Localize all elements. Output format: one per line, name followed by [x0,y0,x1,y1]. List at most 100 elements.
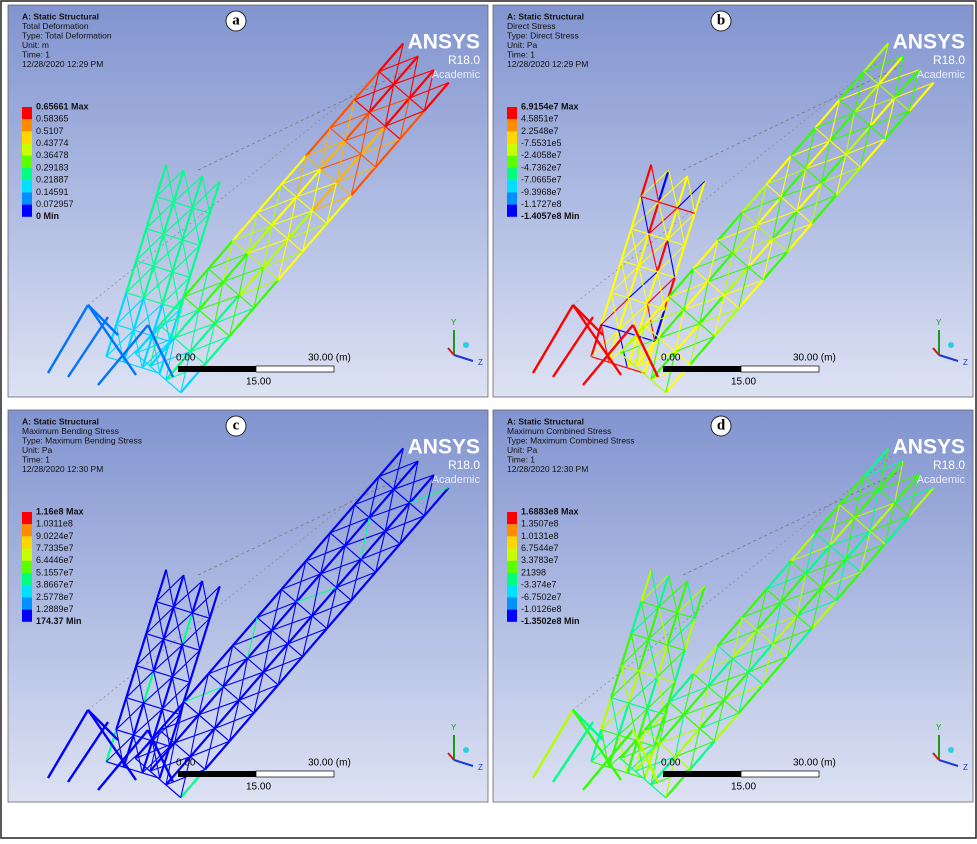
legend-swatch [507,107,517,119]
header-line: A: Static Structural [507,416,584,426]
scale-middle: 15.00 [246,782,271,793]
header-line: Type: Direct Stress [507,30,579,40]
header-line: Time: 1 [22,49,50,59]
panel-letter: a [232,12,240,28]
legend-swatch [22,610,32,622]
scale-right: 30.00 (m) [793,758,836,769]
legend-label: 0.5107 [36,126,64,136]
header-line: Maximum Bending Stress [22,426,119,436]
legend-swatch [507,119,517,131]
legend-label: -1.3502e8 Min [521,616,580,626]
legend-label: 0.58365 [36,114,69,124]
legend-label: 0 Min [36,211,59,221]
legend-label: 0.21887 [36,175,69,185]
scale-middle: 15.00 [731,782,756,793]
scale-black [178,771,256,777]
legend-swatch [507,536,517,548]
legend-label: 21398 [521,567,546,577]
triad-dot [948,342,954,348]
legend-label: -3.374e7 [521,580,557,590]
panel: A: Static StructuralDirect StressType: D… [493,5,973,397]
legend-label: 1.16e8 Max [36,506,84,516]
legend-label: 6.4446e7 [36,555,74,565]
header-line: Type: Total Deformation [22,30,112,40]
legend-swatch [507,561,517,573]
legend-swatch [22,597,32,609]
legend-label: 0.14591 [36,187,69,197]
figure: A: Static StructuralTotal DeformationTyp… [0,0,977,839]
legend-swatch [507,524,517,536]
legend-label: 1.6883e8 Max [521,506,579,516]
legend-swatch [22,107,32,119]
header-line: Total Deformation [22,21,89,31]
legend-swatch [507,512,517,524]
scale-black [178,366,256,372]
legend-swatch [22,131,32,143]
legend-swatch [22,512,32,524]
legend-swatch [507,610,517,622]
legend-swatch [22,180,32,192]
legend-label: 0.29183 [36,162,69,172]
legend-label: -4.7362e7 [521,162,562,172]
axis-z-label: Z [478,763,483,772]
legend-swatch [22,524,32,536]
axis-y-label: Y [936,318,942,327]
scale-white [741,366,819,372]
logo-brand: ANSYS [408,31,480,54]
legend-label: 4.5851e7 [521,114,559,124]
header-line: A: Static Structural [22,11,99,21]
legend-label: -1.4057e8 Min [521,211,580,221]
panel-letter: c [233,417,240,433]
scale-middle: 15.00 [246,377,271,388]
legend-label: -1.1727e8 [521,199,562,209]
legend-label: 0.43774 [36,138,69,148]
axis-z-label: Z [963,358,968,367]
legend-label: -2.4058e7 [521,150,562,160]
logo-edition: Academic [432,474,481,486]
header-line: Direct Stress [507,21,556,31]
axis-y-label: Y [451,318,457,327]
axis-z-label: Z [963,763,968,772]
legend-label: 0.072957 [36,199,74,209]
legend-swatch [22,168,32,180]
triad-dot [463,342,469,348]
legend-swatch [507,168,517,180]
legend-label: 0.65661 Max [36,101,89,111]
logo-brand: ANSYS [893,436,965,459]
logo-brand: ANSYS [893,31,965,54]
header-line: Time: 1 [22,454,50,464]
header-line: 12/28/2020 12:30 PM [507,464,588,474]
legend-label: -6.7502e7 [521,592,562,602]
triad-dot [463,747,469,753]
axis-z-label: Z [478,358,483,367]
header-line: Unit: Pa [507,40,538,50]
legend-swatch [22,144,32,156]
legend-swatch [22,119,32,131]
legend-label: 3.3783e7 [521,555,559,565]
legend-label: -9.3968e7 [521,187,562,197]
scale-black [663,771,741,777]
panel-letter: b [717,12,725,28]
legend-swatch [507,180,517,192]
legend-label: 174.37 Min [36,616,82,626]
scale-white [741,771,819,777]
legend-swatch [507,131,517,143]
scale-left: 0.00 [176,758,196,769]
legend-swatch [507,549,517,561]
logo-edition: Academic [432,69,481,81]
legend-swatch [22,585,32,597]
legend-label: 5.1557e7 [36,567,74,577]
header-line: Type: Maximum Combined Stress [507,435,635,445]
logo-version: R18.0 [448,53,480,67]
logo-version: R18.0 [933,458,965,472]
legend-swatch [22,205,32,217]
legend-label: 1.3507e8 [521,519,559,529]
axis-y-label: Y [451,723,457,732]
legend-label: 7.7335e7 [36,543,74,553]
logo-brand: ANSYS [408,436,480,459]
scale-white [256,366,334,372]
header-line: 12/28/2020 12:29 PM [22,59,103,69]
scale-middle: 15.00 [731,377,756,388]
legend-label: -7.0665e7 [521,175,562,185]
